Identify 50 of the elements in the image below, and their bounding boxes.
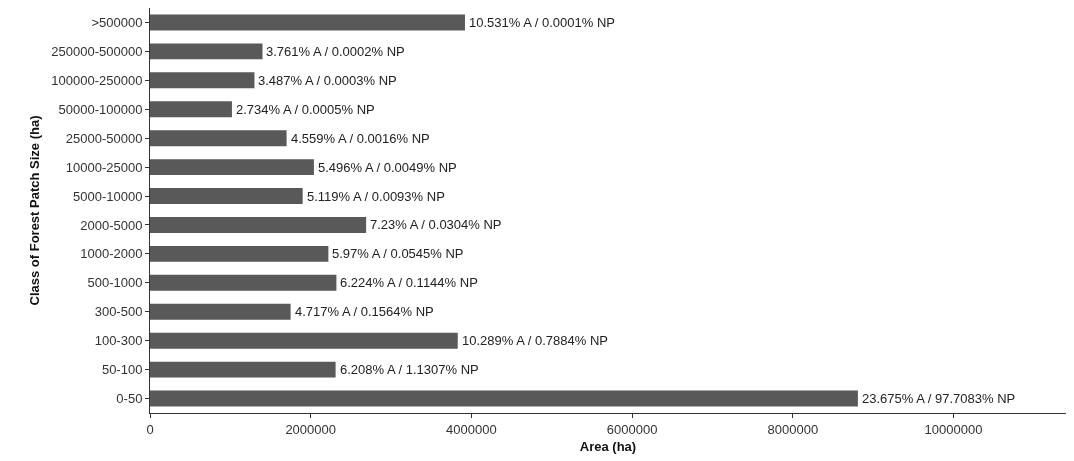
annotation: 23.675% A / 97.7083% NP: [862, 391, 1016, 406]
annotation: 6.224% A / 0.1144% NP: [340, 275, 478, 290]
x-tick-label: 6000000: [606, 421, 658, 437]
x-tick-label: 0: [146, 421, 154, 437]
bar: [150, 390, 858, 407]
bar: [150, 303, 291, 320]
y-tick-label: 100-300: [94, 333, 143, 349]
y-tick-label: 300-500: [94, 304, 143, 320]
y-tick-label: 5000-10000: [72, 188, 143, 204]
y-tick-label: 500-1000: [87, 275, 143, 291]
y-tick-label: 100000-250000: [51, 72, 143, 88]
x-tick-label: 2000000: [285, 421, 337, 437]
bar: [150, 245, 329, 262]
bar: [150, 274, 337, 291]
y-tick-label: 50-100: [101, 362, 143, 378]
bar: [150, 130, 287, 147]
x-axis-title: Area (ha): [579, 439, 637, 455]
y-tick-label: 10000-25000: [65, 159, 143, 175]
annotation: 5.97% A / 0.0545% NP: [332, 246, 464, 261]
annotation: 5.496% A / 0.0049% NP: [318, 160, 457, 175]
y-tick-label: 0-50: [116, 391, 143, 407]
annotation: 2.734% A / 0.0005% NP: [236, 102, 375, 117]
bar: [150, 217, 367, 233]
bar: [150, 332, 458, 349]
y-tick-label: 250000-500000: [51, 43, 143, 59]
x-tick-label: 8000000: [767, 421, 819, 437]
bar: [150, 188, 303, 204]
annotation: 6.208% A / 1.1307% NP: [340, 362, 479, 377]
y-axis-title: Class of Forest Patch Size (ha): [27, 115, 43, 306]
bar: [150, 159, 314, 176]
y-tick-label: 50000-100000: [58, 101, 143, 117]
bar: [150, 43, 263, 60]
annotation: 4.717% A / 0.1564% NP: [295, 304, 434, 319]
bar: [150, 361, 336, 378]
annotation: 7.23% A / 0.0304% NP: [370, 217, 502, 232]
x-tick-label: 10000000: [924, 421, 983, 437]
y-tick-label: 25000-50000: [65, 130, 143, 146]
bar: [150, 72, 255, 89]
annotation: 3.487% A / 0.0003% NP: [258, 73, 397, 88]
bar: [150, 101, 232, 118]
annotation: 10.289% A / 0.7884% NP: [462, 333, 608, 348]
y-tick-label: >500000: [91, 15, 143, 31]
annotation: 3.761% A / 0.0002% NP: [266, 44, 405, 59]
annotation: 10.531% A / 0.0001% NP: [469, 15, 615, 30]
annotation: 4.559% A / 0.0016% NP: [291, 131, 430, 146]
bar: [150, 14, 465, 31]
y-tick-label: 1000-2000: [80, 246, 143, 262]
y-tick-label: 2000-5000: [80, 217, 143, 233]
annotation: 5.119% A / 0.0093% NP: [307, 189, 445, 204]
x-tick-label: 4000000: [446, 421, 497, 437]
